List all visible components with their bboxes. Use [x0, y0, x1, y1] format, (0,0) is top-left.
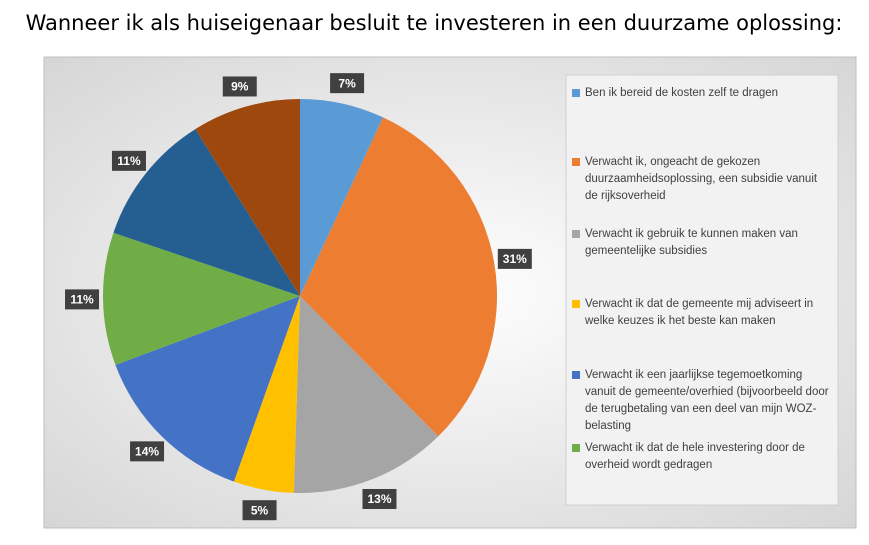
pie-slice	[293, 296, 439, 493]
legend-label: Verwacht ik een jaarlijkse tegemoetkomin…	[585, 369, 829, 432]
value-label-box	[497, 248, 532, 269]
legend-item: Ben ik bereid de kosten zelf te dragen	[572, 85, 830, 102]
legend-item: Verwacht ik, ongeacht de gekozen duurzaa…	[572, 154, 830, 205]
value-label: 7%	[338, 76, 356, 90]
value-label-box	[330, 73, 365, 94]
legend-swatch	[572, 89, 580, 97]
value-label-box	[222, 76, 257, 97]
legend-label: Verwacht ik dat de hele investering door…	[585, 442, 805, 471]
chart-title: Wanneer ik als huiseigenaar besluit te i…	[26, 11, 843, 35]
value-label-box	[65, 289, 100, 310]
legend-label: Verwacht ik dat de gemeente mij adviseer…	[585, 298, 814, 327]
legend-item: Verwacht ik een jaarlijkse tegemoetkomin…	[572, 367, 830, 435]
value-label-box	[362, 488, 397, 509]
value-label: 11%	[117, 154, 141, 168]
pie-slice	[300, 99, 384, 296]
pie-slice	[233, 296, 300, 493]
pie-slice	[195, 99, 300, 296]
value-label: 9%	[231, 80, 249, 94]
legend-label: Verwacht ik, ongeacht de gekozen duurzaa…	[585, 156, 818, 202]
pie-slice	[115, 296, 300, 482]
pie-slice	[300, 117, 498, 437]
legend-label: Verwacht ik gebruik te kunnen maken van …	[585, 228, 798, 257]
value-label-box	[111, 150, 146, 171]
value-label: 5%	[251, 503, 269, 517]
legend-swatch	[572, 371, 580, 379]
legend-item: Verwacht ik dat de hele investering door…	[572, 440, 830, 474]
value-label: 11%	[70, 293, 94, 307]
legend-swatch	[572, 444, 580, 452]
legend-swatch	[572, 230, 580, 238]
value-label: 31%	[503, 252, 527, 266]
legend-box	[565, 74, 839, 506]
value-label: 14%	[135, 445, 159, 459]
pie-slice	[103, 232, 300, 365]
legend-item: Verwacht ik gebruik te kunnen maken van …	[572, 226, 830, 260]
legend-swatch	[572, 158, 580, 166]
value-label-box	[242, 500, 277, 521]
legend-item: Verwacht ik dat de gemeente mij adviseer…	[572, 296, 830, 330]
legend-label: Ben ik bereid de kosten zelf te dragen	[585, 87, 779, 99]
value-label-box	[130, 441, 165, 462]
value-label: 13%	[367, 492, 391, 506]
pie-slice	[113, 129, 300, 296]
legend-swatch	[572, 300, 580, 308]
